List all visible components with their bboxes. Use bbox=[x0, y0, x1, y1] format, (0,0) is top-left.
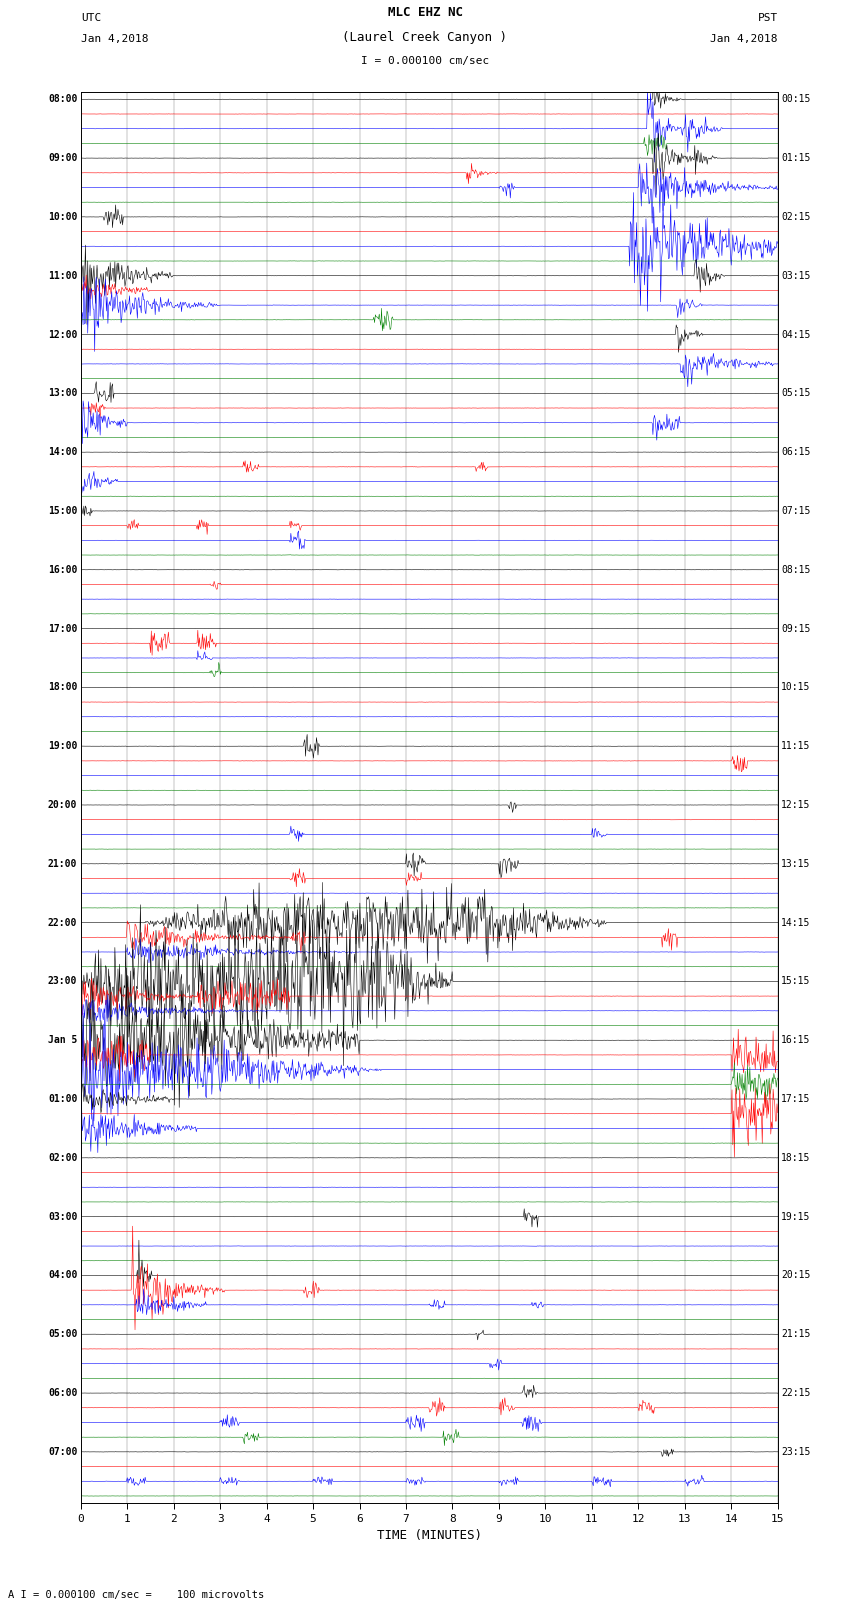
Text: 07:15: 07:15 bbox=[781, 506, 811, 516]
Text: 00:15: 00:15 bbox=[781, 94, 811, 105]
Text: 21:15: 21:15 bbox=[781, 1329, 811, 1339]
Text: 06:00: 06:00 bbox=[48, 1389, 77, 1398]
Text: 01:00: 01:00 bbox=[48, 1094, 77, 1103]
Text: Jan 4,2018: Jan 4,2018 bbox=[81, 34, 148, 44]
Text: 06:15: 06:15 bbox=[781, 447, 811, 456]
Text: 16:15: 16:15 bbox=[781, 1036, 811, 1045]
Text: 16:00: 16:00 bbox=[48, 565, 77, 574]
Text: 04:15: 04:15 bbox=[781, 329, 811, 339]
Text: 09:00: 09:00 bbox=[48, 153, 77, 163]
Text: 10:00: 10:00 bbox=[48, 211, 77, 223]
Text: 18:00: 18:00 bbox=[48, 682, 77, 692]
Text: 07:00: 07:00 bbox=[48, 1447, 77, 1457]
Text: 01:15: 01:15 bbox=[781, 153, 811, 163]
Text: 03:15: 03:15 bbox=[781, 271, 811, 281]
Text: 13:00: 13:00 bbox=[48, 389, 77, 398]
Text: 11:00: 11:00 bbox=[48, 271, 77, 281]
Text: 19:15: 19:15 bbox=[781, 1211, 811, 1221]
Text: 17:00: 17:00 bbox=[48, 624, 77, 634]
Text: 22:15: 22:15 bbox=[781, 1389, 811, 1398]
Text: 04:00: 04:00 bbox=[48, 1271, 77, 1281]
Text: 23:00: 23:00 bbox=[48, 976, 77, 987]
Text: 17:15: 17:15 bbox=[781, 1094, 811, 1103]
Text: 05:15: 05:15 bbox=[781, 389, 811, 398]
Text: Jan 4,2018: Jan 4,2018 bbox=[711, 34, 778, 44]
Text: PST: PST bbox=[757, 13, 778, 23]
Text: A I = 0.000100 cm/sec =    100 microvolts: A I = 0.000100 cm/sec = 100 microvolts bbox=[8, 1590, 264, 1600]
Text: 19:00: 19:00 bbox=[48, 740, 77, 752]
Text: 22:00: 22:00 bbox=[48, 918, 77, 927]
X-axis label: TIME (MINUTES): TIME (MINUTES) bbox=[377, 1529, 482, 1542]
Text: (Laurel Creek Canyon ): (Laurel Creek Canyon ) bbox=[343, 31, 507, 44]
Text: 20:15: 20:15 bbox=[781, 1271, 811, 1281]
Text: 12:15: 12:15 bbox=[781, 800, 811, 810]
Text: 15:00: 15:00 bbox=[48, 506, 77, 516]
Text: 14:00: 14:00 bbox=[48, 447, 77, 456]
Text: Jan 5: Jan 5 bbox=[48, 1036, 77, 1045]
Text: 08:00: 08:00 bbox=[48, 94, 77, 105]
Text: 15:15: 15:15 bbox=[781, 976, 811, 987]
Text: 09:15: 09:15 bbox=[781, 624, 811, 634]
Text: 13:15: 13:15 bbox=[781, 858, 811, 869]
Text: 08:15: 08:15 bbox=[781, 565, 811, 574]
Text: 02:15: 02:15 bbox=[781, 211, 811, 223]
Text: MLC EHZ NC: MLC EHZ NC bbox=[388, 6, 462, 19]
Text: 14:15: 14:15 bbox=[781, 918, 811, 927]
Text: UTC: UTC bbox=[81, 13, 101, 23]
Text: 12:00: 12:00 bbox=[48, 329, 77, 339]
Text: 03:00: 03:00 bbox=[48, 1211, 77, 1221]
Text: 23:15: 23:15 bbox=[781, 1447, 811, 1457]
Text: 05:00: 05:00 bbox=[48, 1329, 77, 1339]
Text: I = 0.000100 cm/sec: I = 0.000100 cm/sec bbox=[361, 56, 489, 66]
Text: 02:00: 02:00 bbox=[48, 1153, 77, 1163]
Text: 21:00: 21:00 bbox=[48, 858, 77, 869]
Text: 10:15: 10:15 bbox=[781, 682, 811, 692]
Text: 18:15: 18:15 bbox=[781, 1153, 811, 1163]
Text: 20:00: 20:00 bbox=[48, 800, 77, 810]
Text: 11:15: 11:15 bbox=[781, 740, 811, 752]
